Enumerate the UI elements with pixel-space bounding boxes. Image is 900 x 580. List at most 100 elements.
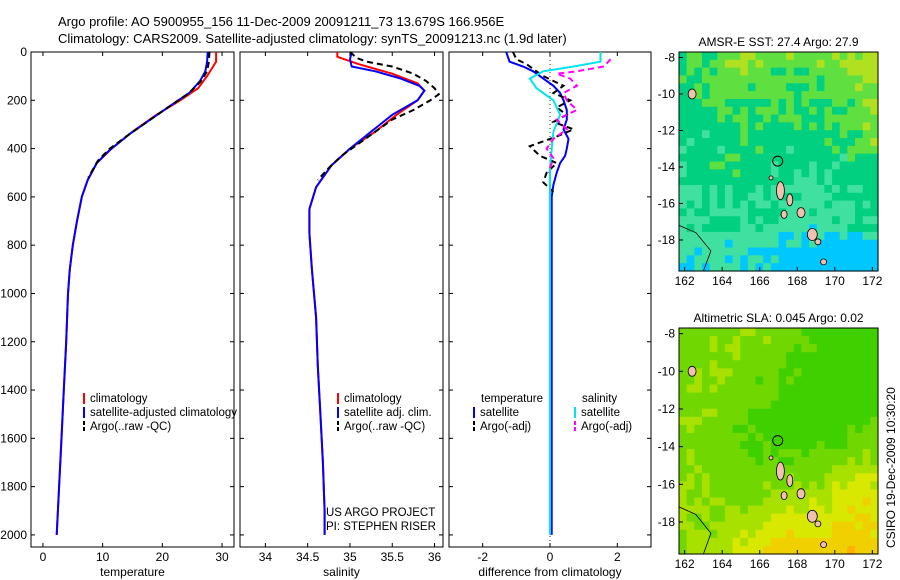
sla-map-cell: [847, 368, 856, 378]
depth-tick-label: 1200: [0, 335, 27, 349]
sla-map-cell: [679, 328, 688, 337]
sst-map-cell: [778, 231, 787, 241]
sla-map-cell: [686, 408, 695, 418]
sst-map-cell: [801, 138, 810, 147]
sla-map-cell: [870, 336, 879, 345]
sst-map-cell: [809, 153, 818, 163]
sst-map-cell: [724, 224, 734, 233]
sla-map-cell: [717, 400, 726, 410]
sla-map-cell: [855, 424, 864, 434]
sla-map-cell: [801, 416, 810, 426]
sst-map-cell: [732, 122, 741, 131]
sla-map-cell: [709, 328, 718, 337]
sla-map-cell: [786, 537, 795, 547]
sst-map-cell: [686, 122, 695, 131]
sst-map-cell: [862, 153, 871, 163]
sst-map-cell: [832, 153, 841, 163]
sst-map-cell: [770, 177, 780, 186]
sla-map-cell: [724, 352, 734, 361]
sla-map-cell: [847, 489, 856, 499]
sla-map-cell: [839, 441, 848, 450]
sst-map-cell: [809, 145, 818, 155]
sst-map-cell: [679, 192, 688, 202]
sst-map-cell: [717, 106, 726, 116]
sla-map-cell: [832, 489, 841, 499]
sla-map-cell: [747, 441, 757, 450]
sst-map-cell: [694, 224, 703, 233]
sla-map-cell: [755, 505, 764, 515]
sla-map-cell: [793, 360, 803, 369]
sla-map-cell: [770, 497, 780, 507]
sla-map-cell: [770, 336, 780, 345]
sla-map-cell: [686, 521, 695, 531]
sla-map-cell: [816, 529, 826, 539]
sla-map-cell: [755, 473, 764, 482]
sst-map-cell: [793, 145, 803, 155]
sla-map-cell: [839, 416, 848, 426]
sst-map-cell: [786, 130, 795, 139]
sst-map-cell: [679, 67, 688, 77]
sst-map-cell: [747, 208, 757, 217]
sst-map-cell: [832, 255, 841, 264]
sst-map-cell: [847, 67, 856, 77]
sla-map-cell: [847, 376, 856, 386]
sst-map-cell: [839, 145, 848, 155]
sst-map-cell: [832, 67, 841, 77]
sla-map-lat-label: -12: [658, 402, 676, 416]
sst-map-cell: [793, 239, 803, 249]
sla-map-lat-label: -14: [658, 440, 676, 454]
sst-map-cell: [832, 169, 841, 178]
sla-map-cell: [847, 424, 856, 434]
sst-map-cell: [755, 106, 764, 116]
sla-map-cell: [694, 408, 703, 418]
sst-map-cell: [839, 208, 848, 217]
sst-map-cell: [824, 114, 833, 123]
sst-map-cell: [732, 169, 741, 178]
sst-map-cell: [832, 83, 841, 92]
sla-map-cell: [686, 352, 695, 361]
sla-map-cell: [770, 328, 780, 337]
sla-map-cell: [778, 481, 787, 491]
sla-map-cell: [816, 521, 826, 531]
sla-map-cell: [686, 465, 695, 474]
sla-map-cell: [786, 400, 795, 410]
sla-map-cell: [862, 432, 871, 442]
sst-map-cell: [701, 231, 711, 241]
sst-map-cell: [786, 224, 795, 233]
sst-map-cell: [686, 161, 695, 170]
sst-map-cell: [732, 59, 741, 69]
sst-map-cell: [740, 161, 749, 170]
sla-map-cell: [763, 328, 772, 337]
sla-map-lon-label: 162: [675, 557, 695, 571]
sla-map-cell: [870, 408, 879, 418]
sst-map-cell: [770, 263, 780, 272]
sst-map-cell: [724, 122, 734, 131]
sla-map-cell: [709, 513, 718, 523]
sst-map-cell: [862, 192, 871, 202]
sst-map-cell: [778, 130, 787, 139]
sst-map-cell: [847, 208, 856, 217]
sst-map-cell: [870, 239, 879, 249]
sla-map-cell: [747, 505, 757, 515]
sst-map-cell: [793, 216, 803, 225]
sla-map-cell: [855, 392, 864, 402]
sla-map-cell: [839, 465, 848, 474]
sla-map-cell: [679, 352, 688, 361]
sst-map-cell: [770, 130, 780, 139]
sst-map-cell: [770, 122, 780, 131]
sst-map-cell: [770, 169, 780, 178]
sla-map-cell: [793, 537, 803, 547]
sla-map-cell: [793, 400, 803, 410]
sla-map-cell: [701, 384, 711, 394]
sst-map-cell: [809, 59, 818, 69]
sla-map-cell: [701, 449, 711, 458]
sst-map-cell: [855, 67, 864, 77]
sst-map-cell: [809, 52, 818, 61]
sla-map-cell: [832, 344, 841, 353]
sla-map-cell: [701, 457, 711, 466]
sst-map-cell: [747, 52, 757, 61]
sst-map-cell: [732, 231, 741, 241]
sst-map-cell: [862, 75, 871, 84]
sla-map-cell: [770, 481, 780, 491]
sst-map-cell: [793, 255, 803, 264]
